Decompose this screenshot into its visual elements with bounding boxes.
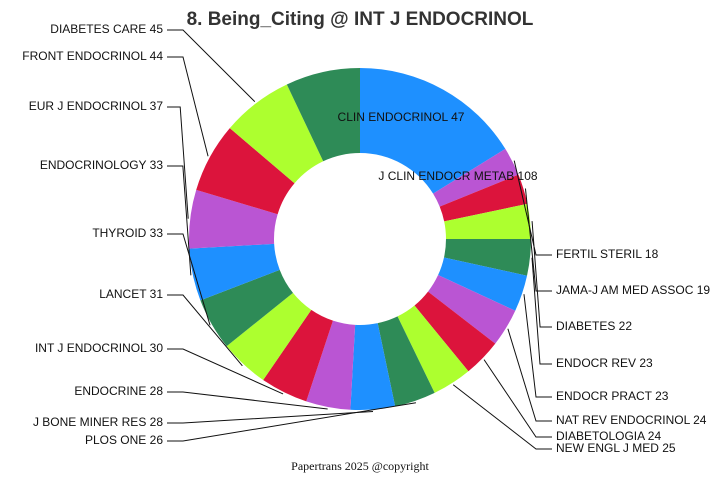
label-nat-rev-endocrinol: NAT REV ENDOCRINOL 24 bbox=[556, 413, 707, 427]
leader-plos-one bbox=[167, 402, 417, 442]
label-endocrinology: ENDOCRINOLOGY 33 bbox=[40, 158, 163, 172]
leader-thyroid bbox=[167, 233, 211, 326]
label-new-engl-j-med: NEW ENGL J MED 25 bbox=[556, 441, 676, 455]
label-j-bone-miner-res: J BONE MINER RES 28 bbox=[33, 415, 163, 429]
slice-diabetes bbox=[444, 203, 531, 239]
leader-endocrine bbox=[167, 391, 328, 410]
label-front-endocrinol: FRONT ENDOCRINOL 44 bbox=[22, 49, 163, 63]
label-diabetes: DIABETES 22 bbox=[556, 319, 632, 333]
slice-new-engl-j-med bbox=[397, 305, 469, 393]
slice-endocr-rev bbox=[443, 239, 531, 276]
label-endocr-pract: ENDOCR PRACT 23 bbox=[556, 389, 669, 403]
leader-fertil-steril bbox=[513, 160, 552, 256]
slice-labels-group: FERTIL STERIL 18 JAMA-J AM MED ASSOC 19 DI… bbox=[22, 22, 710, 455]
leader-diabetes bbox=[531, 221, 552, 328]
slice-clin-endocrinol bbox=[286, 68, 360, 162]
slice-thyroid bbox=[200, 269, 293, 347]
leader-j-bone-miner-res bbox=[167, 411, 374, 424]
slice-j-bone-miner-res bbox=[350, 323, 396, 410]
leader-eur-j-endocrinol bbox=[167, 106, 189, 219]
slice-fertil-steril bbox=[433, 148, 519, 207]
label-int-j-endocrinol: INT J ENDOCRINOL 30 bbox=[35, 341, 163, 355]
slice-lancet bbox=[226, 292, 312, 380]
slice-endocr-pract bbox=[438, 257, 528, 311]
leader-lancet bbox=[167, 294, 243, 367]
slice-diabetologia bbox=[414, 291, 496, 372]
footer-copyright: Papertrans 2025 @copyright bbox=[291, 459, 429, 473]
label-j-clin-endocr-metab: J CLIN ENDOCR METAB 108 bbox=[378, 169, 537, 183]
label-diabetologia: DIABETOLOGIA 24 bbox=[556, 429, 661, 443]
slice-diabetes-care bbox=[229, 84, 324, 184]
leader-int-j-endocrinol bbox=[167, 348, 284, 395]
leader-lines-group bbox=[167, 29, 552, 450]
leader-endocr-pract bbox=[523, 294, 552, 398]
label-eur-j-endocrinol: EUR J ENDOCRINOL 37 bbox=[29, 99, 164, 113]
label-jama-j-am-med-assoc: JAMA-J AM MED ASSOC 19 bbox=[556, 283, 710, 297]
leader-front-endocrinol bbox=[167, 56, 209, 157]
slice-int-j-endocrinol bbox=[263, 309, 333, 402]
slice-plos-one bbox=[377, 316, 435, 407]
label-lancet: LANCET 31 bbox=[99, 287, 163, 301]
leader-jama-j-am-med-assoc bbox=[524, 188, 552, 292]
chart-title: 8. Being_Citing @ INT J ENDOCRINOL bbox=[187, 9, 534, 30]
leader-nat-rev-endocrinol bbox=[507, 328, 552, 422]
leader-endocr-rev bbox=[531, 257, 552, 365]
label-endocr-rev: ENDOCR REV 23 bbox=[556, 356, 653, 370]
label-diabetes-care: DIABETES CARE 45 bbox=[50, 22, 163, 36]
label-clin-endocrinol: CLIN ENDOCRINOL 47 bbox=[338, 110, 465, 124]
label-fertil-steril: FERTIL STERIL 18 bbox=[556, 247, 659, 261]
label-plos-one: PLOS ONE 26 bbox=[85, 433, 163, 447]
slices-group bbox=[189, 68, 531, 410]
slice-endocrinology bbox=[189, 243, 280, 301]
leader-diabetologia bbox=[483, 359, 552, 438]
leader-endocrinology bbox=[167, 165, 192, 276]
slice-eur-j-endocrinol bbox=[189, 189, 278, 249]
label-endocrine: ENDOCRINE 28 bbox=[74, 384, 163, 398]
slice-front-endocrinol bbox=[196, 128, 295, 215]
slice-nat-rev-endocrinol bbox=[428, 275, 516, 344]
slice-j-clin-endocr-metab bbox=[360, 68, 506, 194]
label-thyroid: THYROID 33 bbox=[92, 226, 163, 240]
slice-endocrine bbox=[306, 320, 356, 410]
slice-jama-j-am-med-assoc bbox=[439, 174, 528, 222]
leader-new-engl-j-med bbox=[452, 384, 552, 450]
leader-diabetes-care bbox=[167, 29, 256, 103]
